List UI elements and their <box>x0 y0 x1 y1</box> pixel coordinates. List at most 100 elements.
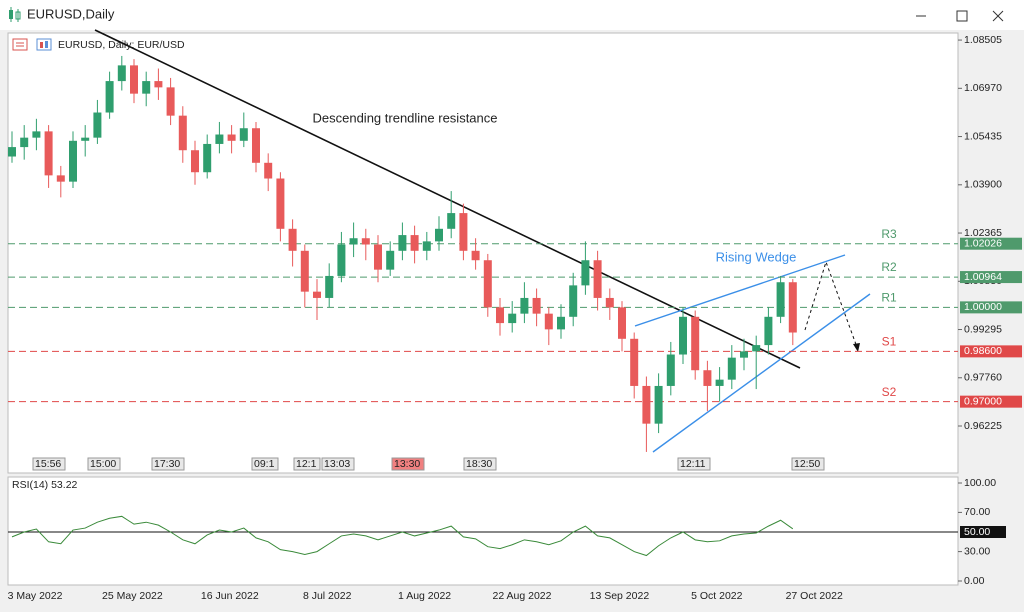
level-label: 1.00000 <box>964 301 1002 313</box>
candle-body <box>142 81 151 94</box>
level-badge <box>960 395 1022 408</box>
candle-body <box>20 137 29 148</box>
time-tag-box <box>87 457 121 471</box>
level-badge <box>960 345 1022 358</box>
candle-body <box>605 297 614 308</box>
candle-body <box>752 345 761 352</box>
y-tick-label: 1.02365 <box>964 227 1002 239</box>
candle-body <box>166 87 175 116</box>
candle-body <box>679 316 687 355</box>
time-tag-box <box>391 457 425 471</box>
candle-body <box>81 137 90 141</box>
candle-body <box>703 370 712 386</box>
candle-body <box>178 115 187 151</box>
candle-body <box>557 316 565 330</box>
x-tick-label: 16 Jun 2022 <box>201 590 259 602</box>
candle-body <box>398 235 407 251</box>
rsi-tick-label: 30.00 <box>964 545 990 557</box>
x-tick-label: 3 May 2022 <box>8 590 63 602</box>
time-tag: 17:30 <box>154 458 180 470</box>
main-panel <box>7 32 959 474</box>
candle-body <box>630 338 639 386</box>
level-label: 1.00964 <box>964 271 1002 283</box>
candle-body <box>727 357 736 380</box>
x-tick-label: 25 May 2022 <box>102 590 163 602</box>
candle-body <box>422 241 431 251</box>
time-tag-box <box>293 457 321 471</box>
level-name: S1 <box>882 335 897 349</box>
candle-body <box>691 316 700 371</box>
y-tick-label: 1.05435 <box>964 130 1002 142</box>
candle-body <box>56 175 65 182</box>
candle-body <box>435 228 443 242</box>
close-button[interactable] <box>992 10 1004 22</box>
time-tag-box <box>677 457 711 471</box>
candle-body <box>300 250 309 292</box>
candle-body <box>154 81 163 88</box>
time-tag-box <box>151 457 185 471</box>
candle-body <box>459 213 468 251</box>
candle-body <box>410 235 419 251</box>
candle-body <box>764 316 773 346</box>
rsi-tick-label: 100.00 <box>964 477 996 489</box>
candle-body <box>130 65 138 94</box>
candle-body <box>374 244 382 270</box>
time-tag: 13:30 <box>394 458 420 470</box>
level-label: 0.97000 <box>964 395 1002 407</box>
candle-body <box>508 313 517 324</box>
rsi-tick-label: 0.00 <box>964 575 985 587</box>
candle-body <box>32 131 41 138</box>
x-tick-label: 8 Jul 2022 <box>303 590 352 602</box>
y-tick-label: 0.97760 <box>964 372 1002 384</box>
candle-body <box>740 351 748 358</box>
candle-body <box>593 260 602 298</box>
candle-body <box>93 112 102 138</box>
rsi-title: RSI(14) 53.22 <box>12 479 78 491</box>
time-tag: 18:30 <box>466 458 492 470</box>
candle-body <box>471 250 480 261</box>
maximize-button[interactable] <box>956 10 968 22</box>
y-tick-label: 1.08505 <box>964 34 1002 46</box>
level-name: S2 <box>882 385 897 399</box>
time-tag: 15:00 <box>90 458 116 470</box>
candle-body <box>349 238 358 245</box>
time-tag: 13:03 <box>324 458 350 470</box>
time-tag: 15:56 <box>35 458 61 470</box>
app-icon <box>9 7 21 22</box>
candle-body <box>325 275 334 298</box>
candle-body <box>654 385 663 424</box>
title-bar <box>0 0 1024 30</box>
candle-body <box>715 379 724 386</box>
x-tick-label: 27 Oct 2022 <box>786 590 843 602</box>
wedge-lower-line <box>652 293 871 453</box>
level-badge <box>960 237 1022 250</box>
candle-body <box>532 297 541 314</box>
y-tick-label: 0.96225 <box>964 420 1002 432</box>
candle-body <box>569 285 578 317</box>
candle-body <box>447 213 456 229</box>
level-name: R1 <box>881 291 897 305</box>
candle-body <box>276 178 285 229</box>
chart-icons <box>12 38 52 51</box>
level-label: 0.98600 <box>964 345 1002 357</box>
time-tag-box <box>791 457 825 471</box>
time-tag: 09:1 <box>254 458 275 470</box>
candle-body <box>618 307 626 339</box>
time-tag-box <box>251 457 279 471</box>
candle-body <box>776 282 785 317</box>
time-tag-box <box>32 457 66 471</box>
projection-arrow <box>804 260 859 351</box>
arrow-head <box>853 343 860 352</box>
level-name: R3 <box>881 227 897 241</box>
level-badge <box>960 301 1022 314</box>
candle-body <box>105 81 114 113</box>
candle-body <box>483 260 492 308</box>
time-tag: 12:50 <box>794 458 820 470</box>
candle-body <box>337 244 346 276</box>
candle-body <box>264 162 273 179</box>
x-tick-label: 22 Aug 2022 <box>493 590 552 602</box>
candle-body <box>361 238 370 245</box>
time-tag: 12:11 <box>680 458 706 470</box>
wedge-annotation: Rising Wedge <box>716 249 797 264</box>
